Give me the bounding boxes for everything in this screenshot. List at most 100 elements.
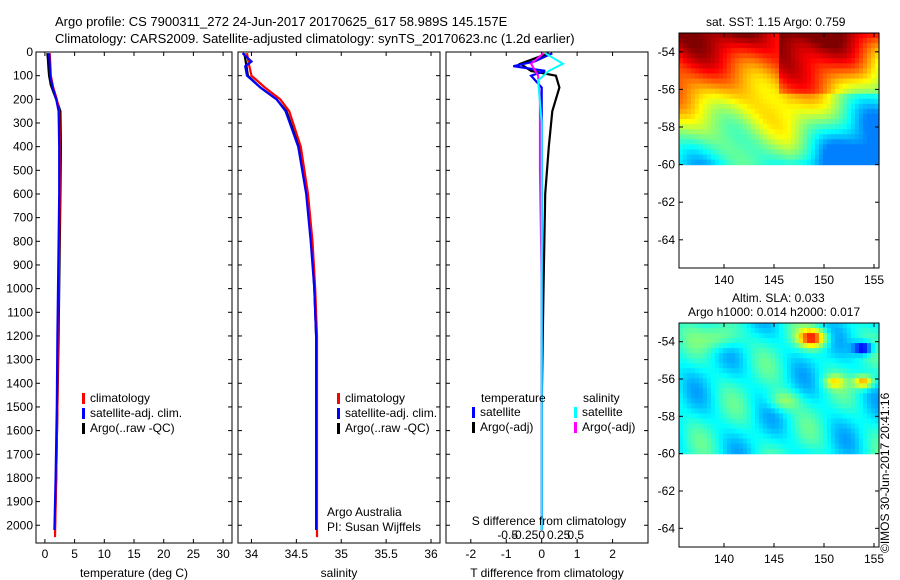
- map-cell: [771, 108, 776, 115]
- map-cell: [875, 63, 880, 70]
- map-cell: [687, 108, 692, 115]
- map-cell: [699, 333, 704, 339]
- map-cell: [831, 408, 836, 415]
- map-cell: [783, 378, 788, 384]
- map-cell: [839, 448, 844, 455]
- map-cell: [759, 348, 764, 354]
- map-cell: [851, 78, 856, 85]
- map-cell: [683, 428, 688, 435]
- map-cell: [855, 403, 860, 410]
- map-cell: [875, 403, 880, 410]
- map-cell: [827, 48, 832, 54]
- map-cell: [779, 448, 784, 455]
- y-tick-label: 2000: [6, 518, 33, 532]
- map-cell: [851, 393, 856, 399]
- map-cell: [735, 448, 740, 455]
- map-y-tick-label: -60: [658, 447, 676, 461]
- map-cell: [711, 368, 716, 374]
- map-cell: [711, 328, 716, 334]
- map-cell: [795, 433, 800, 440]
- map-cell: [871, 388, 876, 394]
- map-cell: [835, 363, 840, 369]
- map-cell: [767, 93, 772, 100]
- map-cell: [851, 328, 856, 334]
- map-cell: [683, 378, 688, 384]
- map-cell: [739, 323, 744, 329]
- map-cell: [831, 388, 836, 394]
- map-cell: [711, 398, 716, 405]
- map-cell: [687, 383, 692, 389]
- map-cell: [811, 353, 816, 359]
- map-cell: [779, 88, 784, 95]
- map-cell: [683, 73, 688, 80]
- map-cell: [863, 119, 868, 125]
- map-cell: [783, 333, 788, 339]
- map-cell: [703, 144, 708, 151]
- map-cell: [855, 149, 860, 156]
- map-cell: [715, 108, 720, 115]
- map-cell: [827, 343, 832, 349]
- map-cell: [799, 144, 804, 151]
- map-cell: [727, 388, 732, 394]
- map-cell: [851, 338, 856, 344]
- map-cell: [867, 139, 872, 145]
- map-cell: [735, 88, 740, 95]
- map-cell: [795, 448, 800, 455]
- map-cell: [735, 48, 740, 54]
- map-cell: [827, 98, 832, 105]
- map-cell: [807, 358, 812, 364]
- map-cell: [723, 144, 728, 151]
- map-cell: [847, 144, 852, 151]
- map-cell: [815, 373, 820, 379]
- map-cell: [831, 73, 836, 80]
- map-cell: [691, 388, 696, 394]
- map-cell: [715, 53, 720, 59]
- map-cell: [819, 368, 824, 374]
- map-cell: [819, 423, 824, 430]
- map-cell: [823, 423, 828, 430]
- map-cell: [815, 358, 820, 364]
- map-cell: [779, 373, 784, 379]
- map-cell: [859, 124, 864, 130]
- map-cell: [839, 323, 844, 329]
- map-cell: [723, 43, 728, 49]
- map-cell: [755, 129, 760, 135]
- map-cell: [739, 119, 744, 125]
- map-cell: [711, 378, 716, 384]
- map-cell: [795, 393, 800, 399]
- map-cell: [767, 398, 772, 405]
- map-cell: [795, 368, 800, 374]
- map-cell: [787, 383, 792, 389]
- map-cell: [739, 144, 744, 151]
- map-cell: [799, 68, 804, 75]
- map-cell: [871, 108, 876, 115]
- map-cell: [723, 139, 728, 145]
- map-cell: [851, 48, 856, 54]
- map-cell: [703, 83, 708, 90]
- map-cell: [843, 378, 848, 384]
- map-cell: [739, 383, 744, 389]
- x-tick-label-s: 0.25: [547, 528, 571, 542]
- map-cell: [831, 378, 836, 384]
- map-cell: [707, 113, 712, 120]
- map-cell: [735, 53, 740, 59]
- map-cell: [687, 428, 692, 435]
- map-cell: [727, 323, 732, 329]
- map-cell: [835, 103, 840, 110]
- map-cell: [715, 144, 720, 151]
- map-cell: [767, 88, 772, 95]
- map-cell: [759, 58, 764, 64]
- map-cell: [803, 134, 808, 140]
- map-cell: [683, 373, 688, 379]
- map-cell: [735, 328, 740, 334]
- map-cell: [707, 388, 712, 394]
- map-cell: [727, 343, 732, 349]
- map-cell: [747, 403, 752, 410]
- map-cell: [839, 149, 844, 156]
- map-cell: [847, 129, 852, 135]
- map-cell: [831, 88, 836, 95]
- map-cell: [759, 343, 764, 349]
- map-cell: [843, 58, 848, 64]
- map-cell: [775, 438, 780, 445]
- map-cell: [871, 403, 876, 410]
